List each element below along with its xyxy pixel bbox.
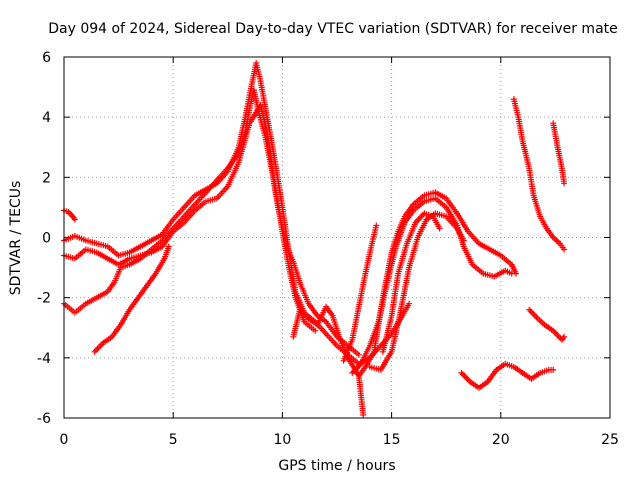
series-arc-6	[290, 303, 367, 418]
series-arc-14	[510, 96, 568, 253]
tick-labels: 0 5 10 15 20 25 -6 -4 -2 0 2 4 6	[37, 50, 619, 448]
series-arc-11	[379, 210, 443, 355]
series-arc-4	[61, 87, 362, 358]
y-tick-label: -2	[37, 291, 51, 307]
data-point	[355, 351, 362, 358]
chart-title: Day 094 of 2024, Sidereal Day-to-day VTE…	[48, 21, 618, 37]
data-point	[312, 327, 319, 334]
y-tick-label: 4	[42, 110, 51, 126]
series-arc-9	[366, 210, 467, 373]
data-point	[373, 222, 380, 229]
data-point	[561, 180, 568, 187]
series-arc-15	[550, 120, 568, 187]
y-tick-label: 2	[42, 170, 51, 186]
series-arc-12	[458, 360, 557, 391]
data-point	[550, 366, 557, 373]
plot-frame	[63, 56, 611, 419]
data-marks	[61, 60, 568, 418]
data-point	[165, 243, 172, 250]
y-axis-label: SDTVAR / TECUs	[8, 181, 24, 296]
series-arc-8	[349, 195, 515, 376]
x-tick-label: 5	[169, 432, 178, 448]
series-arc-5	[91, 243, 172, 355]
y-tick-label: 0	[42, 231, 51, 247]
y-tick-label: -6	[37, 411, 51, 427]
data-point	[71, 216, 78, 223]
x-tick-label: 15	[383, 432, 401, 448]
y-tick-label: -4	[37, 351, 51, 367]
series-arc-13	[526, 306, 568, 343]
data-point	[561, 333, 568, 340]
x-tick-label: 25	[601, 432, 619, 448]
x-tick-label: 20	[492, 432, 510, 448]
data-point	[406, 300, 413, 307]
series-arc-2	[61, 60, 413, 367]
x-tick-label: 0	[60, 432, 69, 448]
data-point	[460, 237, 467, 244]
data-point	[508, 270, 515, 277]
y-tick-label: 6	[42, 50, 51, 66]
data-point	[360, 412, 367, 418]
data-point	[561, 246, 568, 253]
x-tick-label: 10	[273, 432, 291, 448]
grid-lines	[64, 57, 610, 418]
series-arc-10	[340, 222, 380, 364]
data-point	[436, 225, 443, 232]
series-arc-7	[355, 189, 520, 379]
x-axis-label: GPS time / hours	[278, 458, 395, 474]
